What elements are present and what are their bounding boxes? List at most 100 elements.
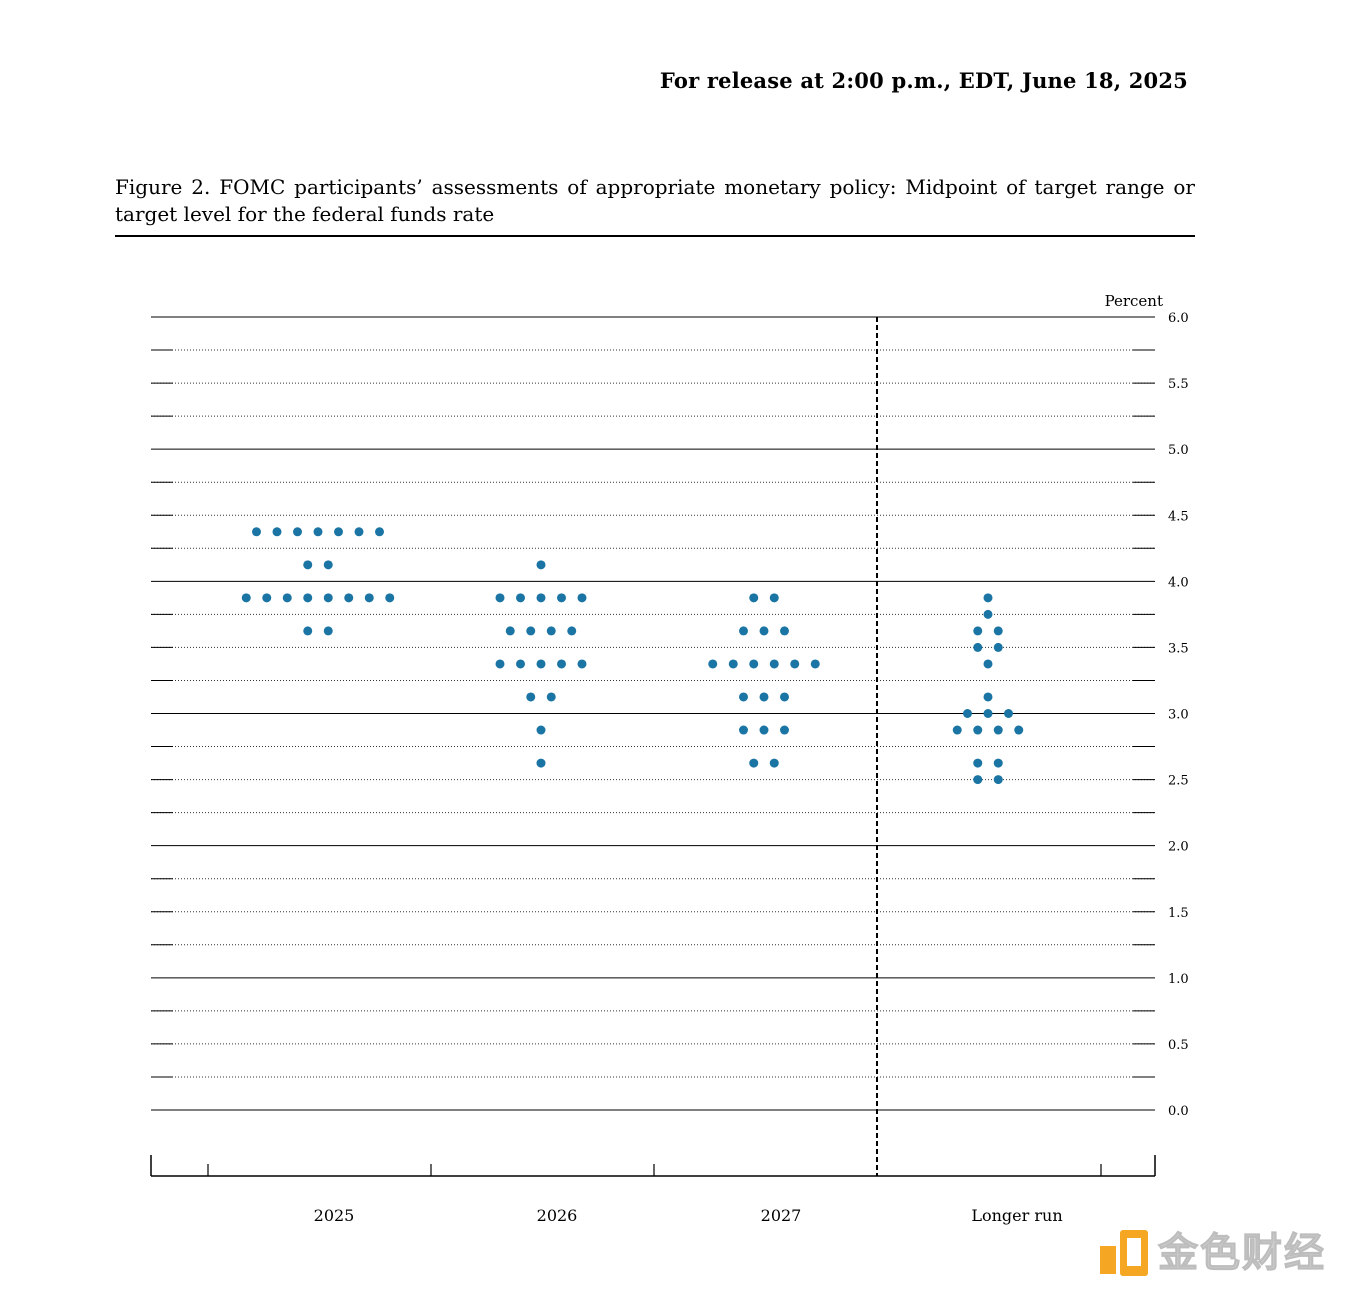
watermark-logo-icon <box>1100 1230 1148 1276</box>
participant-dot <box>993 642 1003 652</box>
participant-dot <box>303 593 313 603</box>
participant-dot <box>973 725 983 735</box>
participant-dot <box>1004 709 1013 718</box>
x-category-label: 2025 <box>314 1206 355 1225</box>
watermark: 金色财经 <box>1100 1228 1340 1280</box>
participant-dot <box>375 527 384 537</box>
participant-dot <box>769 758 779 768</box>
participant-dot <box>973 775 983 785</box>
x-category-label: Longer run <box>971 1206 1062 1225</box>
participant-dot <box>983 692 993 702</box>
participant-dot <box>993 775 1003 785</box>
participant-dot <box>749 758 759 768</box>
participant-dot <box>739 725 748 735</box>
participant-dot <box>526 626 536 636</box>
participant-dot <box>262 593 272 603</box>
participant-dot <box>739 692 748 702</box>
participant-dot <box>567 626 577 636</box>
x-category-labels: 2025 2026 2027 Longer run <box>314 1206 1063 1225</box>
participant-dot <box>536 560 546 570</box>
y-tick-label: 4.0 <box>1168 575 1189 590</box>
participant-dot <box>536 659 546 669</box>
participant-dot <box>993 626 1003 636</box>
participant-dot <box>749 593 759 603</box>
participant-dot <box>303 626 313 636</box>
participant-dot <box>993 725 1003 735</box>
participant-dot <box>516 659 525 669</box>
participant-dot <box>749 659 759 669</box>
participant-dot <box>810 659 820 669</box>
participant-dot <box>780 692 789 702</box>
y-tick-label: 0.5 <box>1168 1038 1189 1053</box>
participant-dot <box>769 659 779 669</box>
participant-dot <box>272 527 282 537</box>
participant-dot <box>577 659 587 669</box>
participant-dot <box>313 527 323 537</box>
watermark-text: 金色财经 <box>1158 1230 1326 1277</box>
participant-dot <box>963 709 972 718</box>
participant-dot <box>577 593 587 603</box>
participant-dot <box>1014 725 1024 735</box>
participant-dot <box>526 692 536 702</box>
x-category-label: 2026 <box>537 1206 578 1225</box>
y-tick-label: 6.0 <box>1168 311 1189 326</box>
participant-dot <box>759 692 769 702</box>
y-tick-label: 5.5 <box>1168 377 1189 392</box>
figure-caption: Figure 2. FOMC participants’ assessments… <box>115 175 1195 226</box>
participant-dot <box>385 593 395 603</box>
participant-dot <box>759 725 769 735</box>
participant-dot <box>334 527 343 537</box>
participant-dot <box>323 560 333 570</box>
participant-dot <box>536 725 546 735</box>
participant-dot <box>728 659 738 669</box>
y-tick-labels: 6.0 5.5 5.0 4.5 4.0 3.5 3.0 2.5 2.0 1.5 1.0 0.5 0.0 <box>1168 311 1189 1119</box>
participant-dot <box>505 626 515 636</box>
participant-dot <box>546 626 556 636</box>
participant-dot <box>973 626 983 636</box>
participant-dot <box>293 527 302 537</box>
y-tick-label: 0.0 <box>1168 1104 1189 1119</box>
y-tick-label: 2.5 <box>1168 774 1189 789</box>
participant-dot <box>344 593 354 603</box>
participant-dot <box>780 725 789 735</box>
participant-dot <box>983 609 993 619</box>
participant-dot <box>557 593 566 603</box>
participant-dot <box>952 725 962 735</box>
participant-dot <box>983 709 993 718</box>
y-tick-label: 4.5 <box>1168 509 1189 524</box>
participant-dot <box>557 659 566 669</box>
participant-dot <box>323 593 333 603</box>
participant-dot <box>495 593 505 603</box>
x-category-label: 2027 <box>761 1206 802 1225</box>
participant-dot <box>354 527 364 537</box>
participant-dot <box>323 626 333 636</box>
participant-dot <box>252 527 261 537</box>
y-tick-label: 5.0 <box>1168 443 1189 458</box>
y-axis-label: Percent <box>1105 292 1163 310</box>
participant-dot <box>780 626 789 636</box>
participant-dot <box>708 659 718 669</box>
participant-dot <box>546 692 556 702</box>
participant-dot <box>993 758 1003 768</box>
participant-dot <box>973 758 983 768</box>
caption-divider <box>115 235 1195 237</box>
y-tick-label: 1.5 <box>1168 906 1189 921</box>
participant-dot <box>983 593 993 603</box>
participant-dot <box>282 593 292 603</box>
participant-dot <box>495 659 505 669</box>
release-notice: For release at 2:00 p.m., EDT, June 18, … <box>659 68 1188 93</box>
x-axis <box>150 1155 1156 1177</box>
participant-dot <box>516 593 525 603</box>
participant-dot <box>739 626 748 636</box>
grid-lines <box>151 316 1155 1111</box>
participant-dot <box>536 758 546 768</box>
participant-dot <box>241 593 251 603</box>
participant-dot <box>303 560 313 570</box>
y-tick-label: 3.0 <box>1168 708 1189 723</box>
participant-dot <box>790 659 800 669</box>
y-tick-label: 3.5 <box>1168 641 1189 656</box>
participant-dot <box>983 659 993 669</box>
participant-dot <box>769 593 779 603</box>
participant-dot <box>759 626 769 636</box>
